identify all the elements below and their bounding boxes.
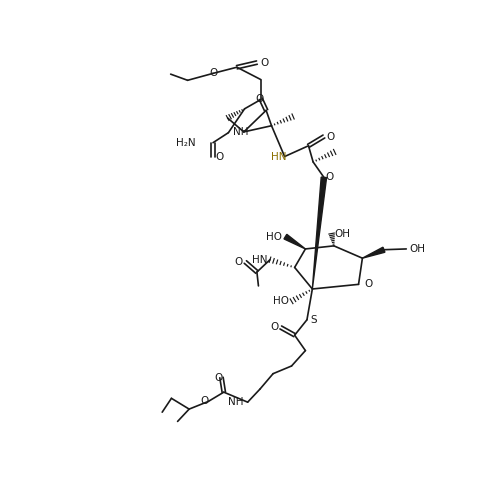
Text: S: S	[311, 315, 318, 325]
Text: OH: OH	[410, 244, 425, 254]
Text: OH: OH	[335, 229, 351, 239]
Text: NH: NH	[227, 397, 243, 407]
Text: HO: HO	[273, 296, 289, 307]
Text: O: O	[270, 322, 279, 332]
Text: O: O	[200, 396, 208, 406]
Text: O: O	[260, 58, 268, 67]
Polygon shape	[362, 247, 385, 258]
Text: O: O	[326, 131, 335, 141]
Text: HN: HN	[271, 152, 287, 162]
Text: O: O	[209, 68, 217, 78]
Text: O: O	[364, 279, 372, 289]
Text: O: O	[255, 94, 263, 104]
Text: O: O	[325, 172, 334, 183]
Text: HO: HO	[266, 232, 282, 242]
Text: H₂N: H₂N	[176, 138, 196, 148]
Polygon shape	[312, 177, 327, 289]
Text: O: O	[215, 152, 224, 162]
Polygon shape	[284, 234, 305, 249]
Text: HN: HN	[252, 255, 268, 265]
Text: O: O	[235, 257, 243, 267]
Text: O: O	[215, 372, 223, 382]
Text: NH: NH	[233, 127, 248, 137]
